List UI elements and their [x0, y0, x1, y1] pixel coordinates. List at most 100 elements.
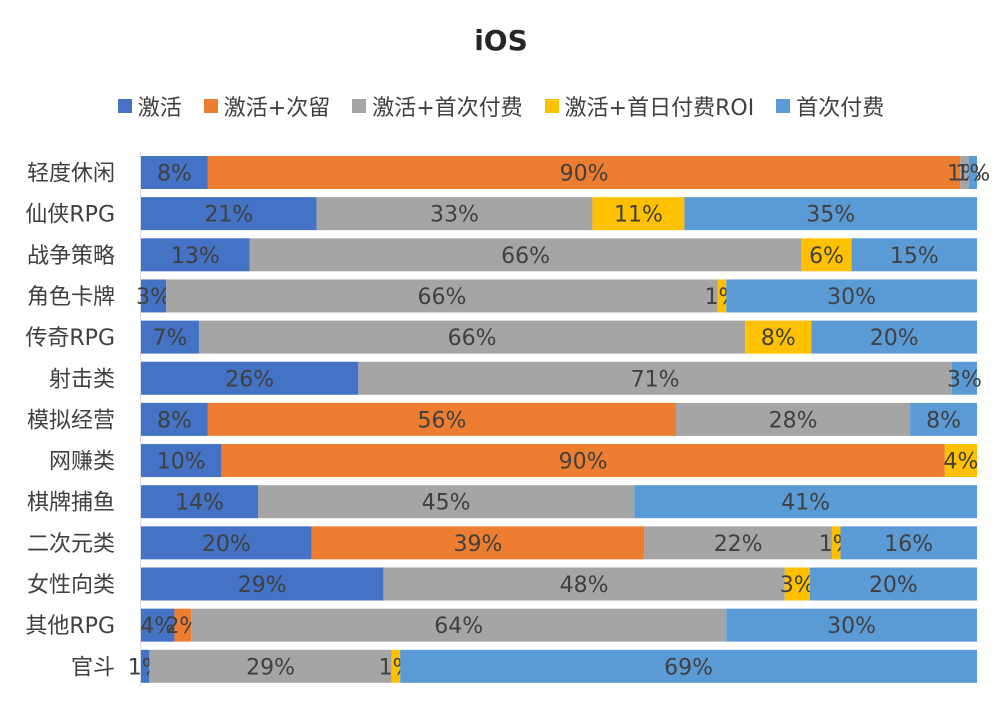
- data-label: 66%: [501, 244, 550, 269]
- data-label: 20%: [869, 573, 918, 598]
- bar-segment: [141, 444, 222, 478]
- data-label: 30%: [827, 285, 876, 310]
- category-label: 角色卡牌: [27, 285, 115, 310]
- data-label: 4%: [943, 450, 978, 475]
- data-label: 8%: [157, 408, 192, 433]
- legend-label: 激活+首次付费: [372, 96, 523, 121]
- bar-segment: [207, 402, 677, 436]
- data-label: 7%: [153, 326, 188, 351]
- data-label: 71%: [631, 367, 680, 392]
- bar-segment: [809, 567, 977, 601]
- category-label: 女性向类: [27, 573, 115, 598]
- legend-label: 激活: [137, 96, 182, 121]
- category-label: 官斗: [71, 655, 115, 680]
- data-label: 6%: [809, 244, 844, 269]
- data-label: 35%: [806, 203, 855, 228]
- bar-segment: [717, 279, 727, 313]
- data-label: 21%: [204, 203, 253, 228]
- data-label: 20%: [870, 326, 919, 351]
- bar-segment: [726, 279, 977, 313]
- bar-segment: [141, 320, 199, 354]
- category-label: 战争策略: [27, 244, 115, 269]
- data-label: 3%: [780, 573, 815, 598]
- category-label: 棋牌捕鱼: [27, 491, 115, 516]
- bar-segment: [644, 526, 832, 560]
- bar-segment: [592, 197, 685, 231]
- bar-segment: [960, 156, 969, 189]
- data-label: 14%: [175, 491, 224, 516]
- legend-item: 激活+首日付费ROI: [544, 90, 754, 122]
- bar-segment: [840, 526, 977, 560]
- legend: 激活 激活+次留 激活+首次付费 激活+首日付费ROI 首次付费: [0, 90, 1002, 122]
- bar-segment: [726, 608, 977, 642]
- data-label: 90%: [560, 162, 609, 187]
- category-label: 模拟经营: [27, 408, 115, 433]
- bar-segment: [191, 608, 727, 642]
- category-label: 射击类: [49, 367, 115, 392]
- data-label: 8%: [157, 162, 192, 187]
- legend-swatch: [117, 99, 132, 113]
- bar-segment: [358, 361, 952, 395]
- bar-segment: [141, 197, 317, 231]
- bar-segment: [968, 156, 977, 189]
- bar-segment: [400, 649, 977, 683]
- data-label: 66%: [448, 326, 497, 351]
- bar-segment: [811, 320, 977, 354]
- legend-label: 首次付费: [796, 96, 885, 121]
- bar-segment: [851, 238, 977, 272]
- bar-segment: [784, 567, 810, 601]
- data-label: 56%: [418, 408, 467, 433]
- data-label: 10%: [157, 450, 206, 475]
- data-label: 8%: [926, 408, 961, 433]
- bar-segment: [198, 320, 746, 354]
- bar-segment: [141, 649, 150, 683]
- data-label: 66%: [418, 285, 467, 310]
- legend-item: 首次付费: [776, 90, 884, 122]
- bar-segment: [141, 608, 175, 642]
- bar-segment: [634, 485, 977, 519]
- legend-item: 激活+次留: [203, 90, 330, 122]
- category-label: 轻度休闲: [27, 162, 115, 187]
- data-label: 4%: [140, 614, 175, 639]
- bar-segment: [221, 444, 945, 478]
- data-label: 16%: [884, 532, 933, 557]
- bar-segment: [944, 444, 977, 478]
- legend-item: 激活+首次付费: [352, 90, 523, 122]
- category-label: 其他RPG: [25, 614, 115, 639]
- legend-swatch: [352, 99, 367, 113]
- data-label: 26%: [225, 367, 274, 392]
- bar-segment: [249, 238, 802, 272]
- data-label: 1%: [955, 162, 990, 187]
- bar-segment: [745, 320, 812, 354]
- legend-swatch: [776, 99, 791, 113]
- bar-segment: [149, 649, 392, 683]
- data-label: 48%: [560, 573, 609, 598]
- data-label: 33%: [430, 203, 479, 228]
- data-label: 20%: [202, 532, 251, 557]
- bar-segment: [684, 197, 977, 231]
- bar-segment: [141, 485, 259, 519]
- data-label: 28%: [769, 408, 818, 433]
- data-label: 64%: [434, 614, 483, 639]
- data-label: 90%: [559, 450, 608, 475]
- data-label: 29%: [246, 655, 295, 680]
- bar-segment: [910, 402, 977, 436]
- data-label: 11%: [614, 203, 663, 228]
- bar-segment: [141, 238, 250, 272]
- bar-segment: [141, 279, 167, 313]
- data-label: 69%: [664, 655, 713, 680]
- category-label: 二次元类: [27, 532, 115, 557]
- legend-item: 激活: [117, 90, 182, 122]
- bar-segment: [141, 361, 359, 395]
- bar-segment: [801, 238, 852, 272]
- category-label: 仙侠RPG: [25, 203, 115, 228]
- data-label: 3%: [947, 367, 982, 392]
- bar-segment: [258, 485, 635, 519]
- bar-segment: [383, 567, 785, 601]
- bar-segment: [141, 156, 208, 189]
- data-label: 3%: [136, 285, 171, 310]
- data-label: 45%: [422, 491, 471, 516]
- bar-segment: [391, 649, 401, 683]
- data-label: 15%: [890, 244, 939, 269]
